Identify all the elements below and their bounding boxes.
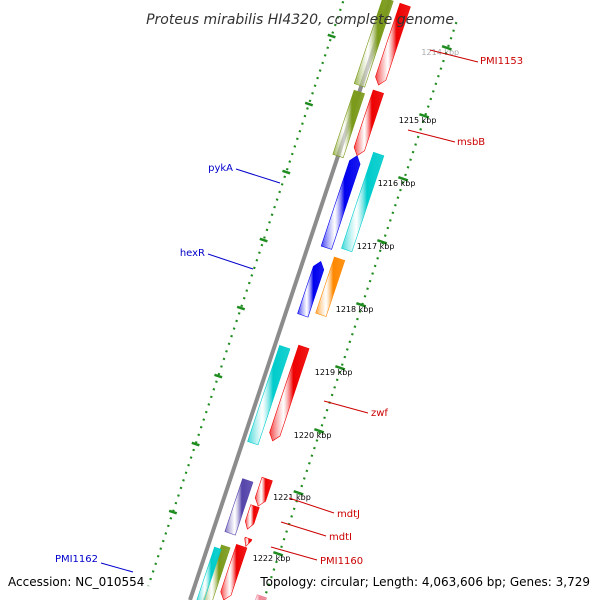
gene-block-olive[interactable] xyxy=(353,0,394,88)
tick-mark xyxy=(397,176,409,182)
tick-mark xyxy=(355,302,367,308)
gene-block-cyan[interactable] xyxy=(247,345,291,446)
minor-tick xyxy=(304,101,314,107)
minor-tick xyxy=(282,169,291,175)
gene-label-mdti[interactable]: mdtI xyxy=(329,532,352,543)
gene-label-zwf[interactable]: zwf xyxy=(371,408,388,419)
gene-label-msbb[interactable]: msbB xyxy=(457,137,485,148)
gene-arrow-blue[interactable] xyxy=(297,260,325,318)
tick-label: 1220 kbp xyxy=(294,431,332,440)
tick-label: 1222 kbp xyxy=(253,554,291,563)
gene-leader-line xyxy=(407,129,456,143)
gene-label-mdtj[interactable]: mdtJ xyxy=(337,509,360,520)
gene-arrow-red[interactable] xyxy=(375,2,411,86)
gene-arrow-blue[interactable] xyxy=(320,155,361,250)
minor-tick xyxy=(168,509,178,515)
gene-block-orange[interactable] xyxy=(315,256,346,317)
gene-arrow-red[interactable] xyxy=(269,344,310,442)
tick-label: 1218 kbp xyxy=(336,305,374,314)
summary-text: Topology: circular; Length: 4,063,606 bp… xyxy=(259,575,590,589)
tick-label: 1219 kbp xyxy=(315,368,353,377)
minor-tick xyxy=(259,237,268,243)
gene-block-cyan[interactable] xyxy=(341,151,385,253)
gene-arrow-red[interactable] xyxy=(220,544,248,600)
tick-label: 1221 kbp xyxy=(273,493,311,502)
gene-arrow-red[interactable] xyxy=(244,536,253,548)
gene-block-cyan[interactable] xyxy=(196,546,222,600)
gene-leader-line xyxy=(429,49,479,63)
gene-leader-line xyxy=(280,521,327,537)
gene-arrow-red[interactable] xyxy=(254,476,273,507)
tick-label: 1217 kbp xyxy=(357,242,395,251)
tick-label: 1215 kbp xyxy=(399,116,437,125)
minor-tick xyxy=(214,373,223,379)
gene-label-pyka[interactable]: pykA xyxy=(208,163,233,174)
tick-mark xyxy=(418,113,430,119)
tick-mark xyxy=(313,428,325,434)
gene-arrow-red[interactable] xyxy=(244,504,260,530)
gene-leader-line xyxy=(100,562,134,573)
gene-arrow-red[interactable] xyxy=(353,89,384,157)
minor-tick xyxy=(236,305,246,311)
tick-mark xyxy=(441,45,452,51)
gene-label-pmi1160[interactable]: PMI1160 xyxy=(320,556,363,567)
tick-mark xyxy=(293,490,304,496)
gene-labels: PMI1153 msbB pykA hexR zwf mdtJ mdtI PMI1160 PMI… xyxy=(55,49,523,573)
backbone-strand xyxy=(188,0,392,600)
tick-ring xyxy=(147,0,458,600)
backbone-line xyxy=(188,0,392,600)
tick-mark xyxy=(376,239,388,245)
right-dotted-ring xyxy=(147,0,345,587)
gene-leader-line xyxy=(235,168,281,184)
gene-leader-line xyxy=(207,253,254,270)
gene-block-pink[interactable] xyxy=(249,594,267,600)
gene-leader-line xyxy=(270,546,318,561)
gene-label-hexr[interactable]: hexR xyxy=(180,248,205,259)
gene-label-pmi1153[interactable]: PMI1153 xyxy=(480,56,523,67)
map-title: Proteus mirabilis HI4320, complete genom… xyxy=(146,12,454,28)
minor-tick xyxy=(327,33,336,39)
minor-tick xyxy=(191,441,200,447)
gene-block-olive[interactable] xyxy=(202,544,231,600)
tick-mark xyxy=(334,365,346,371)
tick-mark xyxy=(272,551,284,557)
tick-label: 1216 kbp xyxy=(378,179,416,188)
gene-features xyxy=(196,0,411,600)
gene-label-pmi1162[interactable]: PMI1162 xyxy=(55,554,98,565)
gene-leader-line xyxy=(288,497,335,514)
gene-block-purple[interactable] xyxy=(224,478,254,536)
gene-block-olive[interactable] xyxy=(332,89,365,159)
left-dotted-ring xyxy=(262,21,458,600)
gene-leader-line xyxy=(323,400,369,414)
accession-text: Accession: NC_010554 xyxy=(8,575,144,589)
